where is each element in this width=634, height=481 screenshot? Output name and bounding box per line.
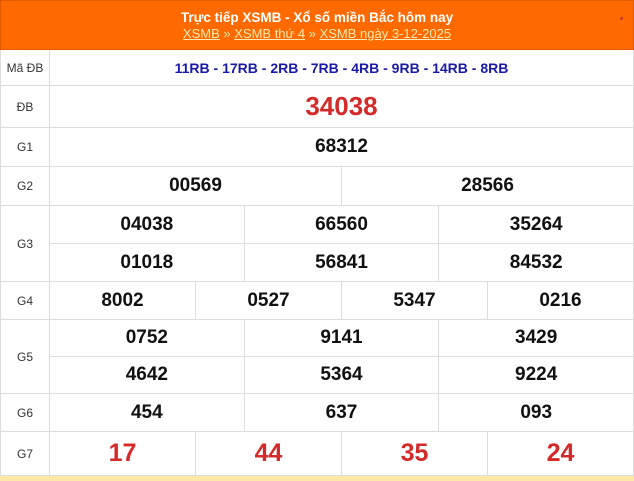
- results-header: Trực tiếp XSMB - Xổ số miền Bắc hôm nay …: [0, 0, 634, 50]
- row-g7: G7 17 44 35 24: [0, 432, 634, 476]
- breadcrumb-xsmb-date[interactable]: XSMB ngày 3-12-2025: [319, 26, 452, 41]
- prize-number: 66560: [245, 206, 440, 243]
- prize-number: 28566: [342, 167, 634, 205]
- prize-number: 35: [342, 432, 488, 475]
- prize-number: 84532: [439, 244, 634, 281]
- row-g1: G1 68312: [0, 128, 634, 167]
- dot-icon: [620, 17, 623, 20]
- prize-number: 01018: [50, 244, 245, 281]
- breadcrumb: XSMB » XSMB thứ 4 » XSMB ngày 3-12-2025: [182, 26, 452, 41]
- row-g4: G4 8002 0527 5347 0216: [0, 282, 634, 320]
- prize-number: 0216: [488, 282, 634, 319]
- row-label: G7: [0, 432, 50, 475]
- special-prize: 34038: [50, 86, 634, 127]
- row-db: ĐB 34038: [0, 86, 634, 128]
- prize-number: 093: [439, 394, 634, 431]
- header-title: Trực tiếp XSMB - Xổ số miền Bắc hôm nay: [180, 10, 454, 25]
- prize-number: 5347: [342, 282, 488, 319]
- prize-number: 9224: [439, 357, 634, 393]
- prize-number: 0752: [50, 320, 245, 356]
- prize-number: 35264: [439, 206, 634, 243]
- row-g3: G3 04038 66560 35264 01018 56841 84532: [0, 206, 634, 282]
- row-g6: G6 454 637 093: [0, 394, 634, 432]
- prize-number: 17: [50, 432, 196, 475]
- prize-number: 637: [245, 394, 440, 431]
- prize-number: 44: [196, 432, 342, 475]
- breadcrumb-xsmb-thu-4[interactable]: XSMB thứ 4: [234, 26, 306, 41]
- row-label: G5: [0, 320, 50, 393]
- special-codes: 11RB - 17RB - 2RB - 7RB - 4RB - 9RB - 14…: [50, 50, 634, 85]
- row-g2: G2 00569 28566: [0, 167, 634, 206]
- row-g5: G5 0752 9141 3429 4642 5364 9224: [0, 320, 634, 394]
- footer-strip: [0, 476, 634, 481]
- prize-number: 00569: [50, 167, 342, 205]
- row-label: G6: [0, 394, 50, 431]
- row-label: ĐB: [0, 86, 50, 127]
- prize-number: 8002: [50, 282, 196, 319]
- prize-number: 3429: [439, 320, 634, 356]
- prize-number: 4642: [50, 357, 245, 393]
- prize-number: 04038: [50, 206, 245, 243]
- prize-number: 24: [488, 432, 634, 475]
- row-label: Mã ĐB: [0, 50, 50, 85]
- prize-number: 454: [50, 394, 245, 431]
- row-label: G2: [0, 167, 50, 205]
- row-label: G1: [0, 128, 50, 166]
- prize-number: 68312: [50, 128, 634, 166]
- prize-number: 0527: [196, 282, 342, 319]
- breadcrumb-xsmb[interactable]: XSMB: [182, 26, 220, 41]
- row-label: G3: [0, 206, 50, 281]
- prize-number: 56841: [245, 244, 440, 281]
- prize-number: 9141: [245, 320, 440, 356]
- prize-number: 5364: [245, 357, 440, 393]
- row-label: G4: [0, 282, 50, 319]
- row-ma-db: Mã ĐB 11RB - 17RB - 2RB - 7RB - 4RB - 9R…: [0, 50, 634, 86]
